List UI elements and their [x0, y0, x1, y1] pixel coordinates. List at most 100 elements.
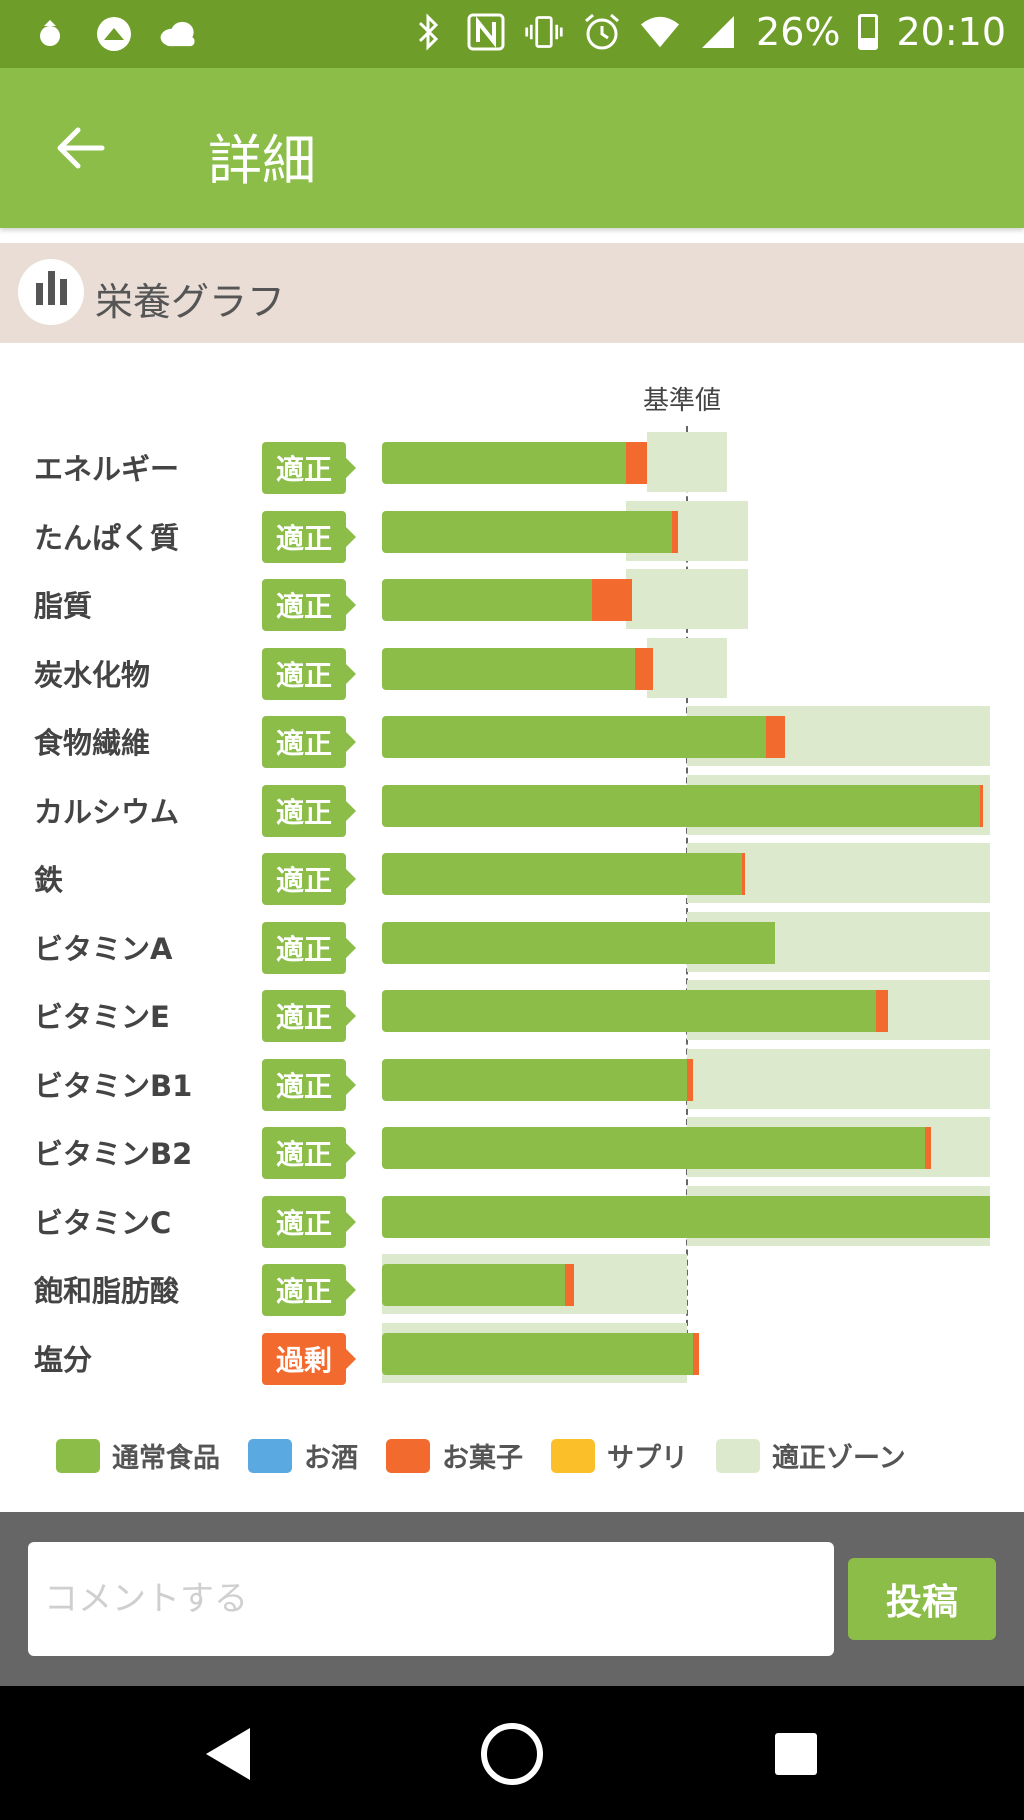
nutrient-row: ビタミンA 適正 [0, 911, 1024, 980]
comment-input[interactable] [28, 1542, 834, 1656]
nutrient-label: 脂質 [34, 589, 93, 623]
bar-chart-icon [18, 259, 84, 325]
nutrient-label: 飽和脂肪酸 [34, 1274, 180, 1308]
legend-swatch [386, 1438, 430, 1473]
nutrient-label: 炭水化物 [34, 657, 151, 692]
nutrient-row: 炭水化物 適正 [0, 637, 1024, 706]
legend-label: お菓子 [442, 1443, 523, 1474]
status-badge: 適正 [262, 1264, 356, 1316]
bar-segment [382, 1127, 925, 1169]
bluetooth-icon [408, 12, 448, 52]
status-badge: 適正 [262, 784, 356, 837]
triangle-back-icon [206, 1728, 250, 1780]
clock: 20:10 [896, 10, 1006, 54]
bar-segment [382, 1058, 687, 1101]
nutrient-label: 鉄 [34, 863, 64, 897]
bar-segment [671, 510, 678, 553]
back-button[interactable] [50, 118, 110, 178]
bar-segment [635, 647, 654, 690]
cloud-icon [158, 14, 198, 54]
nutrient-row: 塩分 過剰 [0, 1322, 1024, 1391]
legend-label: お酒 [304, 1443, 358, 1474]
legend-swatch [56, 1438, 100, 1473]
bar-segment [924, 1127, 931, 1169]
chart-legend: 通常食品 お酒 お菓子 サプリ 適正ゾーン [56, 1436, 934, 1475]
square-recents-icon [775, 1733, 817, 1775]
navigation-bar [0, 1686, 1024, 1820]
nav-back-button[interactable] [188, 1714, 268, 1794]
battery-percent: 26% [756, 10, 841, 54]
bar-segment [382, 921, 776, 964]
bar-segment [592, 579, 633, 621]
vibrate-icon [524, 12, 564, 52]
bar-segment [626, 442, 648, 484]
optimal-zone [647, 432, 727, 492]
notification-icon [30, 14, 70, 54]
legend-item: サプリ [551, 1436, 688, 1475]
bar-segment [382, 853, 742, 895]
comment-bar: 投稿 [0, 1512, 1024, 1686]
status-badge: 適正 [262, 647, 356, 700]
arrow-left-icon [57, 127, 105, 169]
nutrient-label: エネルギー [34, 452, 180, 486]
status-badge: 過剰 [262, 1332, 356, 1385]
status-badge: 適正 [262, 1058, 356, 1111]
legend-swatch [716, 1438, 760, 1473]
nutrient-label: ビタミンA [34, 931, 173, 966]
bar-segment [382, 647, 636, 690]
status-badge: 適正 [262, 853, 356, 905]
bar-segment [876, 990, 889, 1032]
bar-segment [382, 1264, 565, 1306]
nutrient-row: 飽和脂肪酸 適正 [0, 1254, 1024, 1322]
status-badge: 適正 [262, 1127, 356, 1179]
optimal-zone [647, 637, 727, 698]
nfc-icon [466, 12, 506, 52]
wifi-icon [640, 12, 680, 52]
bar-segment [382, 990, 877, 1032]
legend-item: 適正ゾーン [716, 1436, 906, 1475]
nutrient-row: カルシウム 適正 [0, 774, 1024, 843]
legend-swatch [248, 1438, 292, 1473]
nutrient-label: 食物繊維 [34, 726, 151, 760]
nav-recents-button[interactable] [756, 1714, 836, 1794]
bar-segment [741, 853, 745, 895]
legend-label: 通常食品 [112, 1443, 220, 1474]
status-badge: 適正 [262, 990, 356, 1042]
signal-icon [698, 12, 738, 52]
nutrient-label: ビタミンB1 [34, 1068, 193, 1103]
section-header: 栄養グラフ [0, 243, 1024, 343]
bar-segment [687, 1058, 694, 1101]
nav-home-button[interactable] [472, 1714, 552, 1794]
nutrient-label: ビタミンB2 [34, 1137, 193, 1171]
nutrient-row: エネルギー 適正 [0, 432, 1024, 500]
bar-segment [382, 579, 593, 621]
bar-segment [565, 1264, 575, 1306]
optimal-zone [687, 1048, 990, 1109]
bar-segment [382, 1195, 990, 1238]
status-badge: 適正 [262, 442, 356, 494]
legend-item: お酒 [248, 1436, 358, 1475]
optimal-zone [626, 569, 748, 629]
nutrient-row: 食物繊維 適正 [0, 706, 1024, 774]
nutrient-row: ビタミンC 適正 [0, 1185, 1024, 1254]
post-button[interactable]: 投稿 [848, 1558, 996, 1640]
legend-label: 適正ゾーン [772, 1443, 906, 1474]
legend-swatch [551, 1438, 595, 1473]
bar-segment [979, 784, 983, 827]
nutrient-row: 脂質 適正 [0, 569, 1024, 637]
bar-segment [382, 784, 980, 827]
status-badge: 適正 [262, 921, 356, 974]
bar-segment [382, 442, 626, 484]
nutrient-label: カルシウム [34, 794, 180, 829]
nutrient-row: 鉄 適正 [0, 843, 1024, 911]
page-title: 詳細 [208, 129, 316, 192]
sync-icon [94, 14, 134, 54]
app-bar: 詳細 [0, 68, 1024, 228]
nutrient-label: ビタミンC [34, 1205, 172, 1240]
nutrient-label: ビタミンE [34, 1000, 170, 1034]
bar-segment [766, 716, 785, 758]
status-badge: 適正 [262, 716, 356, 768]
nutrient-label: 塩分 [34, 1342, 93, 1377]
legend-item: お菓子 [386, 1436, 523, 1475]
alarm-icon [582, 12, 622, 52]
